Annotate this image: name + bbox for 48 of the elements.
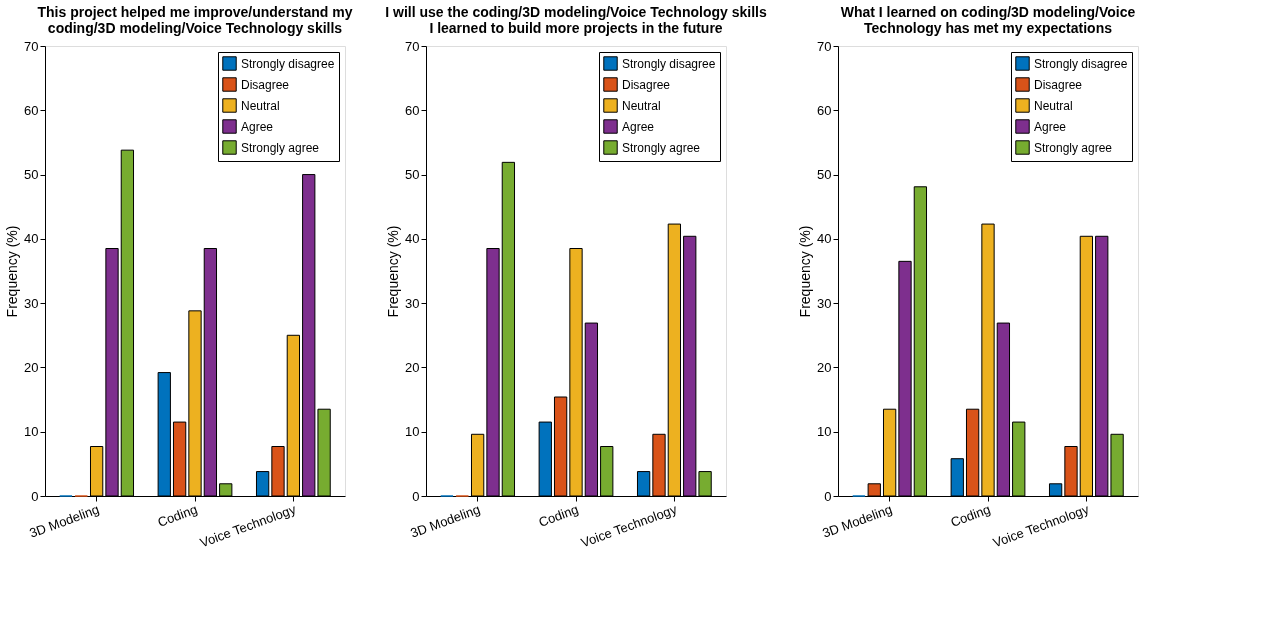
- y-tick-label: 60: [817, 102, 832, 118]
- legend-label: Strongly disagree: [241, 56, 335, 71]
- legend-label: Neutral: [1034, 98, 1073, 113]
- y-tick-label: 20: [24, 359, 39, 375]
- legend-label: Agree: [241, 119, 274, 134]
- chart-title: What I learned on coding/3D modeling/Voice Technology has met my expectations: [840, 4, 1136, 36]
- legend-label: Disagree: [241, 77, 290, 92]
- y-tick-label: 0: [824, 488, 832, 504]
- legend-label: Strongly agree: [241, 140, 320, 155]
- y-tick-label: 20: [817, 359, 832, 375]
- x-tick-label: Coding: [536, 501, 581, 530]
- y-tick-label: 60: [405, 102, 420, 118]
- y-tick-label: 50: [24, 167, 39, 183]
- chart-title: I will use the coding/3D modeling/Voice Technology skills I learned to build more projects in the future: [385, 4, 767, 36]
- y-tick-label: 30: [817, 295, 832, 311]
- x-tick-label: Coding: [948, 501, 993, 530]
- y-tick-label: 50: [817, 167, 832, 183]
- y-tick-label: 10: [24, 424, 39, 440]
- y-tick-label: 70: [817, 38, 832, 54]
- y-tick-label: 20: [405, 359, 420, 375]
- y-axis-title: Frequency (%): [797, 225, 814, 318]
- y-tick-label: 10: [405, 424, 420, 440]
- legend-label: Neutral: [622, 98, 661, 113]
- y-tick-label: 30: [405, 295, 420, 311]
- y-tick-label: 10: [817, 424, 832, 440]
- legend-label: Agree: [1034, 119, 1067, 134]
- y-tick-label: 0: [31, 488, 39, 504]
- y-tick-label: 70: [24, 38, 39, 54]
- legend-label: Neutral: [241, 98, 280, 113]
- x-tick-label: Coding: [155, 501, 200, 530]
- y-tick-label: 0: [412, 488, 420, 504]
- y-tick-label: 40: [405, 231, 420, 247]
- legend-label: Strongly agree: [1034, 140, 1113, 155]
- y-axis-title: Frequency (%): [385, 225, 402, 318]
- y-axis-title: Frequency (%): [4, 225, 21, 318]
- y-tick-label: 30: [24, 295, 39, 311]
- legend-label: Agree: [622, 119, 655, 134]
- y-tick-label: 40: [24, 231, 39, 247]
- y-tick-label: 60: [24, 102, 39, 118]
- legend-label: Strongly disagree: [622, 56, 716, 71]
- legend-label: Strongly agree: [622, 140, 701, 155]
- legend-label: Disagree: [622, 77, 671, 92]
- legend-label: Strongly disagree: [1034, 56, 1128, 71]
- legend-label: Disagree: [1034, 77, 1083, 92]
- chart-title: This project helped me improve/understand my coding/3D modeling/Voice Technology skills: [37, 4, 353, 36]
- y-tick-label: 50: [405, 167, 420, 183]
- y-tick-label: 40: [817, 231, 832, 247]
- y-tick-label: 70: [405, 38, 420, 54]
